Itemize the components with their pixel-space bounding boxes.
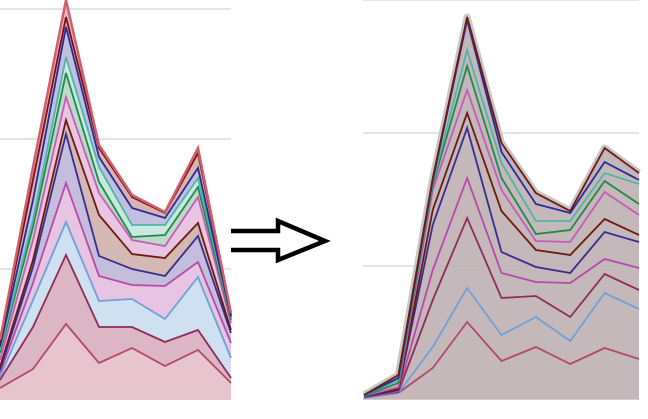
series-line-6 bbox=[0, 116, 232, 368]
area-band-3 bbox=[364, 218, 639, 398]
series-line-10 bbox=[0, 26, 232, 348]
series-line-3 bbox=[0, 219, 232, 378]
series-line-5 bbox=[363, 125, 640, 398]
area-band-6 bbox=[0, 120, 231, 370]
series-line-8 bbox=[0, 72, 232, 354]
series-line-11 bbox=[0, 16, 232, 344]
series-line-2 bbox=[0, 252, 232, 381]
stacked-area-chart-after bbox=[362, 0, 642, 400]
series-line-2 bbox=[363, 286, 640, 399]
area-band-3 bbox=[0, 222, 231, 380]
area-band-9 bbox=[0, 57, 231, 353]
area-band-1 bbox=[0, 324, 231, 399]
series-line-4 bbox=[363, 175, 640, 398]
right-arrow-outline-icon bbox=[231, 217, 331, 264]
series-line-3 bbox=[363, 215, 640, 398]
series-line-5 bbox=[0, 130, 232, 371]
area-band-5 bbox=[364, 128, 639, 397]
area-band-7 bbox=[0, 97, 231, 367]
area-band-10 bbox=[0, 27, 231, 350]
area-band-4 bbox=[364, 178, 639, 397]
area-band-6 bbox=[364, 113, 639, 397]
series-line-4 bbox=[0, 180, 232, 374]
series-line-1 bbox=[0, 322, 232, 389]
area-band-1 bbox=[364, 322, 639, 399]
stacked-area-chart-before bbox=[0, 0, 233, 400]
series-line-7 bbox=[0, 93, 232, 361]
series-line-1 bbox=[363, 320, 640, 399]
series-line-12 bbox=[0, 0, 233, 341]
area-band-2 bbox=[364, 288, 639, 398]
area-band-4 bbox=[0, 183, 231, 377]
arrow-outline bbox=[231, 217, 331, 264]
series-line-11 bbox=[363, 16, 640, 396]
area-band-2 bbox=[0, 255, 231, 388]
series-line-9 bbox=[0, 56, 232, 351]
area-band-5 bbox=[0, 134, 231, 373]
series-line-6 bbox=[363, 110, 640, 397]
